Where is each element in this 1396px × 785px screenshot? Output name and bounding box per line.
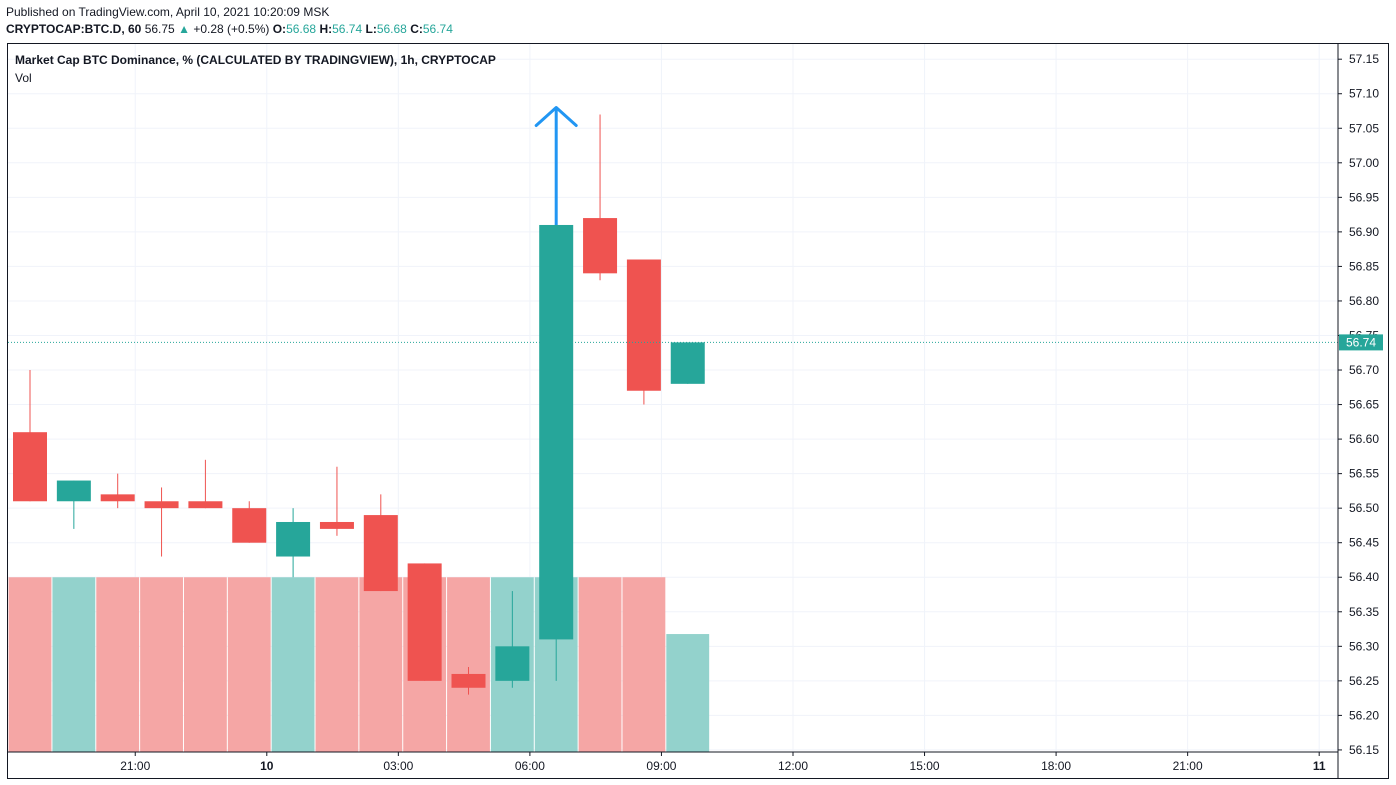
x-tick-label: 21:00	[1173, 759, 1203, 773]
y-tick-label: 56.15	[1349, 743, 1379, 757]
volume-bar	[578, 577, 622, 752]
y-tick-label: 57.10	[1349, 87, 1379, 101]
volume-bar	[622, 577, 666, 752]
volume-bar	[8, 577, 52, 752]
volume-bar	[271, 577, 315, 752]
y-tick-label: 56.60	[1349, 432, 1379, 446]
y-tick-label: 56.95	[1349, 190, 1379, 204]
candle-body	[100, 494, 135, 502]
y-tick-label: 56.20	[1349, 708, 1379, 722]
volume-bar	[359, 577, 403, 752]
candle-body	[583, 218, 618, 274]
symbol-name[interactable]: CRYPTOCAP:BTC.D, 60	[6, 22, 142, 36]
x-tick-label: 18:00	[1041, 759, 1071, 773]
y-tick-label: 56.55	[1349, 467, 1379, 481]
volume-legend: Vol	[15, 71, 32, 85]
candle-body	[232, 508, 267, 543]
last-price-badge-label: 56.74	[1346, 335, 1376, 349]
x-tick-label: 03:00	[383, 759, 413, 773]
last-price-badge: 56.74	[1339, 334, 1383, 351]
open-value: 56.68	[286, 22, 317, 36]
y-tick-label: 56.50	[1349, 501, 1379, 515]
volume-bar	[447, 577, 490, 752]
last-price: 56.75	[144, 22, 175, 36]
volume-bar	[666, 634, 710, 752]
candle-body	[56, 480, 91, 502]
high-value: 56.74	[332, 22, 363, 36]
high-label: H:	[319, 22, 333, 36]
symbol-quote-bar: CRYPTOCAP:BTC.D, 60 56.75 ▲ +0.28 (+0.5%…	[6, 22, 453, 36]
candle-body	[188, 501, 223, 509]
candle-body	[407, 563, 442, 681]
candle-body	[539, 224, 574, 640]
chart-frame	[7, 43, 1389, 779]
y-tick-label: 57.00	[1349, 156, 1379, 170]
x-tick-label: 09:00	[646, 759, 676, 773]
x-tick-label: 12:00	[778, 759, 808, 773]
candle-body	[670, 342, 705, 384]
y-tick-label: 56.30	[1349, 639, 1379, 653]
close-value: 56.74	[422, 22, 453, 36]
published-info: Published on TradingView.com, April 10, …	[6, 5, 330, 19]
close-label: C:	[410, 22, 423, 36]
chart-legend-title: Market Cap BTC Dominance, % (CALCULATED …	[15, 53, 496, 67]
candle-body	[363, 515, 398, 592]
last-price-badge-bg	[1339, 334, 1383, 351]
volume-bar	[227, 577, 271, 752]
candle-body	[13, 432, 47, 502]
candle-body	[319, 521, 354, 529]
y-tick-label: 56.90	[1349, 225, 1379, 239]
y-tick-label: 56.35	[1349, 605, 1379, 619]
y-tick-label: 56.70	[1349, 363, 1379, 377]
volume-bar	[183, 577, 227, 752]
candle-body	[144, 501, 179, 509]
y-tick-label: 57.15	[1349, 52, 1379, 66]
x-tick-label: 21:00	[120, 759, 150, 773]
arrow-up-icon	[534, 106, 578, 225]
price-change: +0.28 (+0.5%)	[193, 22, 270, 36]
triangle-up-icon: ▲	[178, 22, 190, 36]
candle-body	[451, 673, 486, 688]
x-tick-label: 15:00	[910, 759, 940, 773]
x-tick-label: 11	[1313, 759, 1326, 773]
y-tick-label: 56.45	[1349, 536, 1379, 550]
candle-body	[626, 259, 661, 391]
y-tick-label: 56.40	[1349, 570, 1379, 584]
y-tick-label: 56.25	[1349, 674, 1379, 688]
y-tick-label: 56.85	[1349, 259, 1379, 273]
volume-bar	[96, 577, 140, 752]
volume-bar	[140, 577, 183, 752]
x-tick-label: 10	[260, 759, 274, 773]
y-tick-label: 57.05	[1349, 121, 1379, 135]
y-tick-label: 56.80	[1349, 294, 1379, 308]
y-tick-label: 56.65	[1349, 398, 1379, 412]
low-value: 56.68	[376, 22, 407, 36]
candle-body	[495, 646, 530, 681]
volume-bar	[315, 577, 359, 752]
volume-bar	[52, 577, 96, 752]
low-label: L:	[365, 22, 377, 36]
arrow-head	[534, 106, 578, 128]
x-tick-label: 06:00	[515, 759, 545, 773]
open-label: O:	[272, 22, 287, 36]
candle-body	[276, 521, 311, 557]
